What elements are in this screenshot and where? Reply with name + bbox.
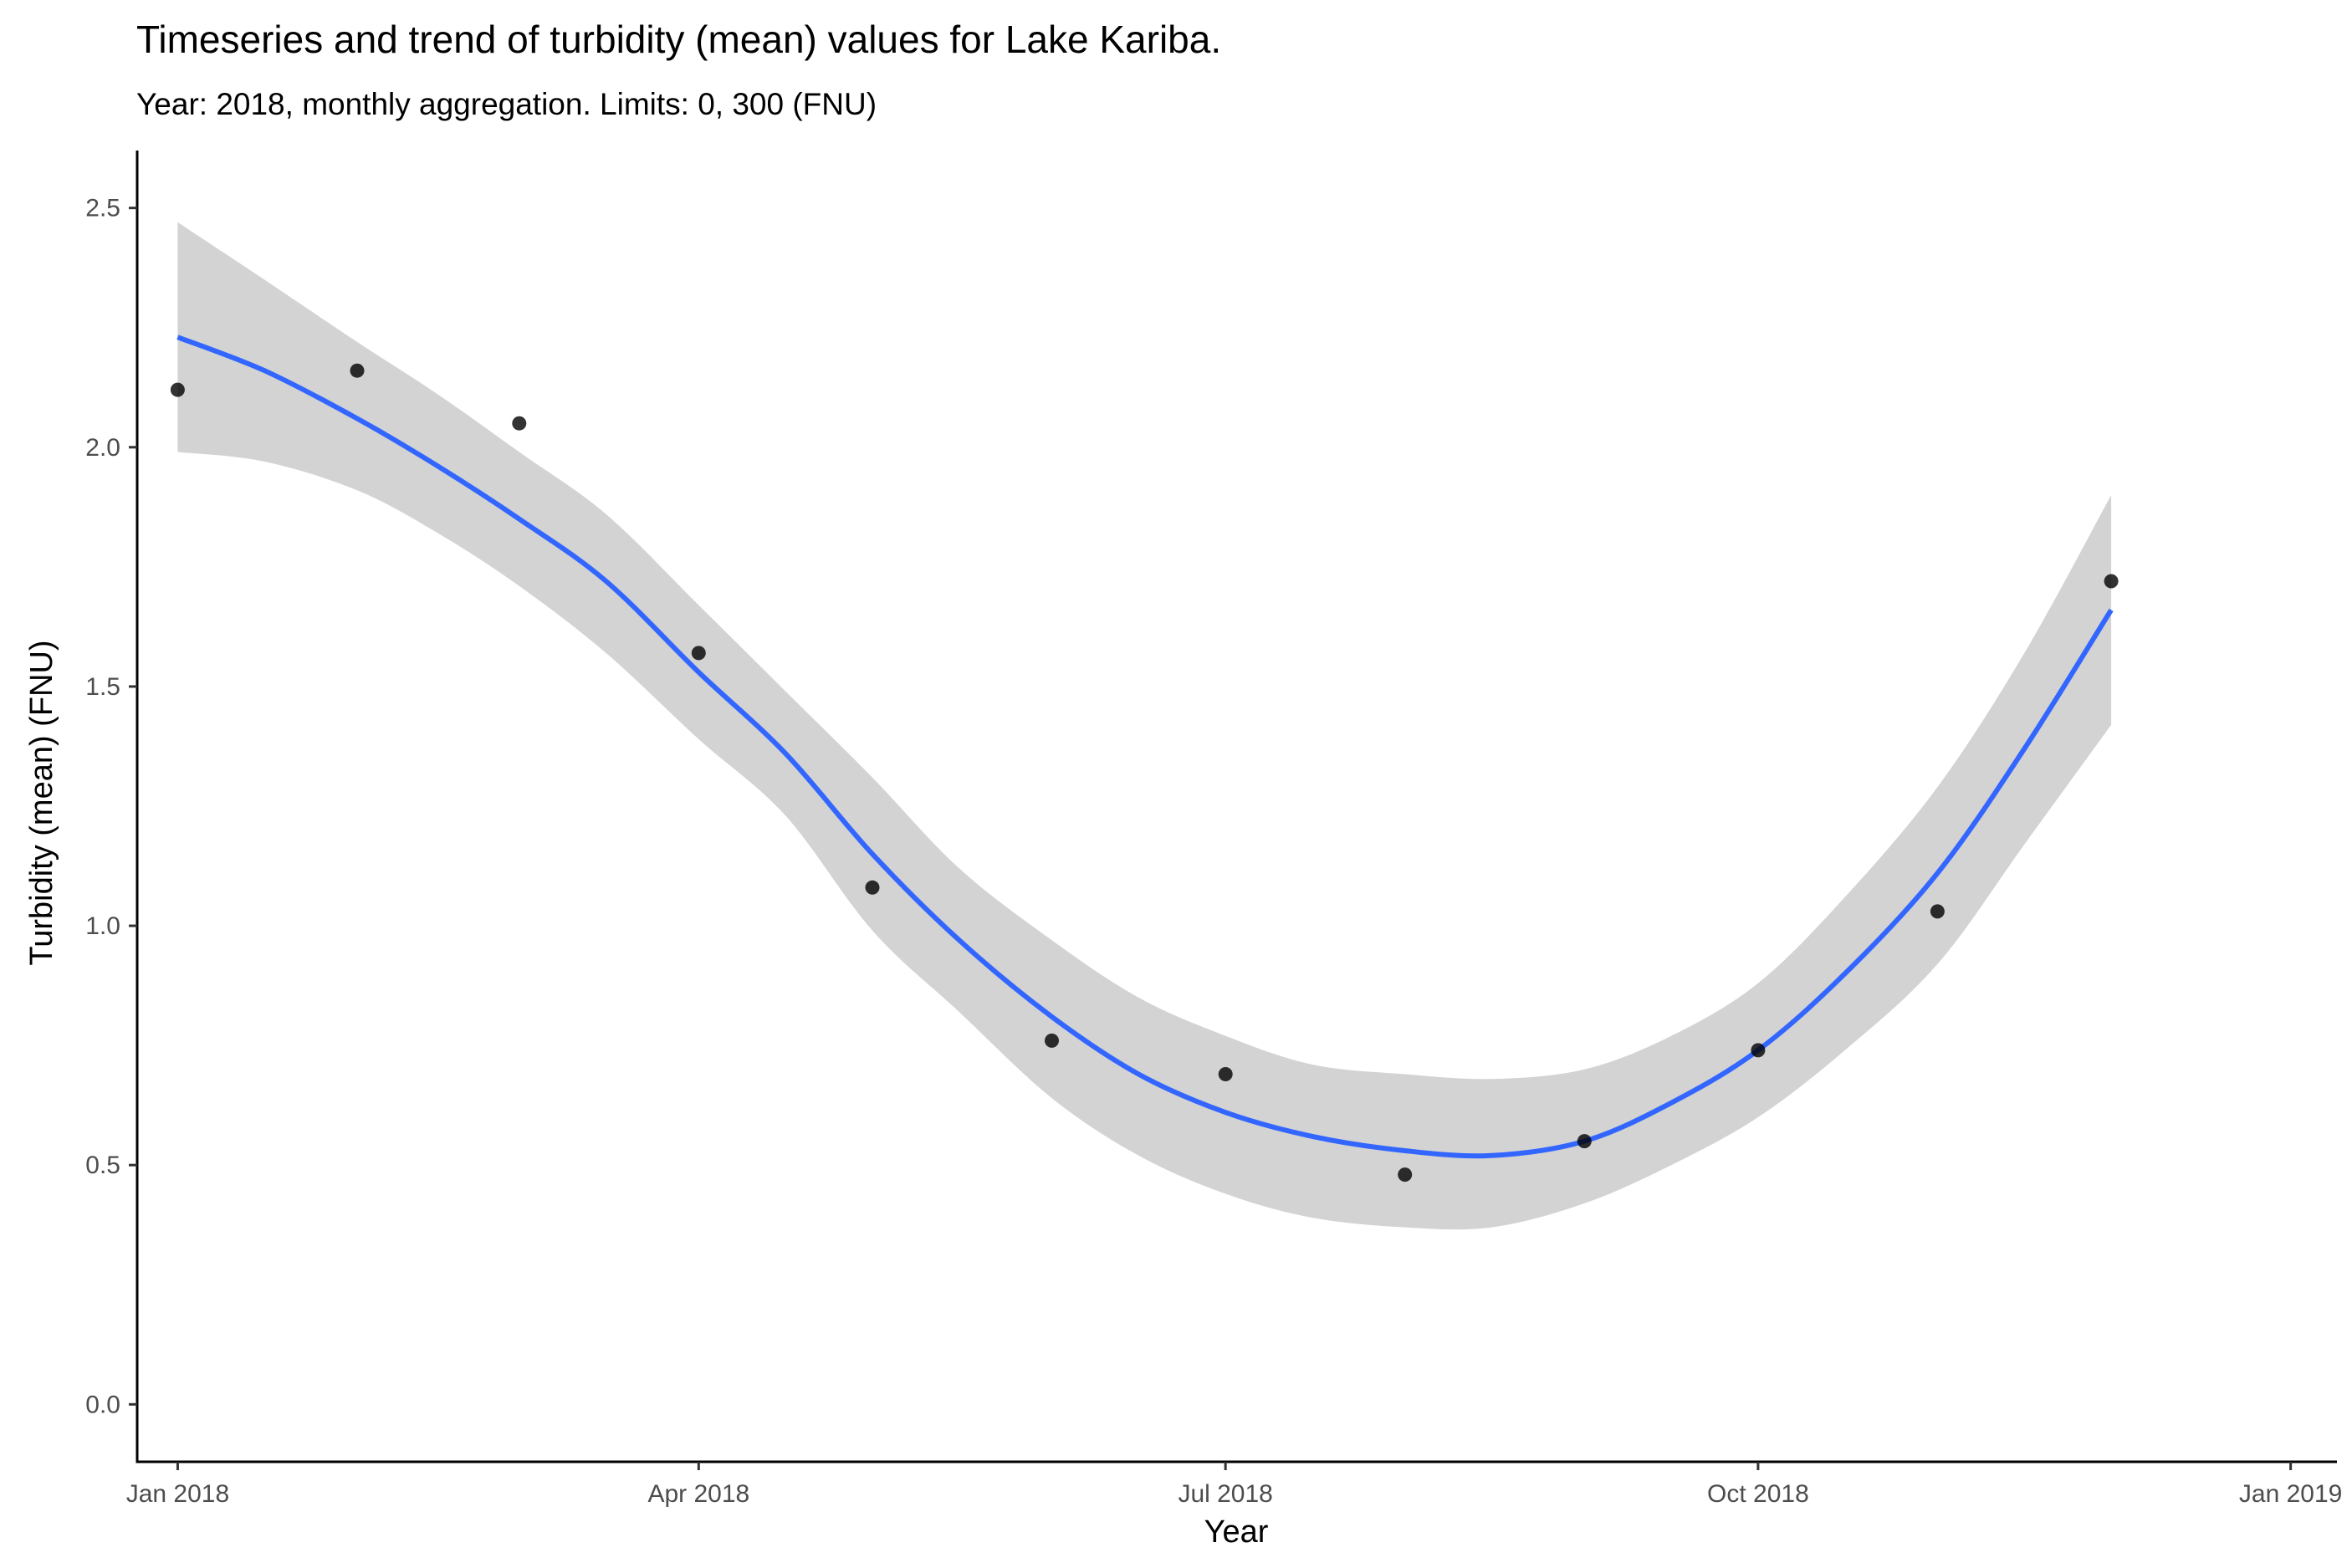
plot-area [170, 222, 2119, 1230]
y-tick-label: 0.0 [85, 1391, 120, 1418]
data-point [691, 646, 706, 661]
chart-title: Timeseries and trend of turbidity (mean)… [136, 18, 1221, 61]
data-points [170, 363, 2119, 1182]
data-point [1045, 1033, 1059, 1048]
x-axis-title: Year [1204, 1514, 1269, 1550]
y-tick-label: 2.5 [85, 195, 120, 222]
y-axis-title: Turbidity (mean) (FNU) [24, 640, 59, 965]
y-tick-label: 1.5 [85, 673, 120, 701]
y-tick-label: 2.0 [85, 434, 120, 462]
data-point [1930, 904, 1945, 919]
data-point [2104, 574, 2119, 589]
x-tick-label: Apr 2018 [647, 1480, 749, 1508]
data-point [1398, 1167, 1413, 1182]
data-point [512, 416, 527, 431]
data-point [1218, 1067, 1233, 1081]
trend-line [176, 335, 2114, 1159]
x-ticks: Jan 2018 Apr 2018 Jul 2018 Oct 2018 Jan 2019 [126, 1462, 2342, 1508]
y-tick-label: 1.0 [85, 912, 120, 940]
data-point [1751, 1043, 1766, 1058]
data-point [170, 382, 185, 397]
x-tick-label: Jan 2019 [2239, 1480, 2342, 1508]
x-axis: Jan 2018 Apr 2018 Jul 2018 Oct 2018 Jan 2019 [126, 1460, 2342, 1508]
data-point [1577, 1134, 1592, 1149]
data-point [865, 880, 880, 895]
y-tick-label: 0.5 [85, 1152, 120, 1179]
x-tick-label: Oct 2018 [1707, 1480, 1809, 1508]
data-point [350, 363, 365, 378]
x-tick-label: Jan 2018 [126, 1480, 229, 1508]
x-tick-label: Jul 2018 [1178, 1480, 1272, 1508]
y-ticks: 0.0 0.5 1.0 1.5 2.0 2.5 [85, 195, 137, 1418]
confidence-band [177, 222, 2112, 1230]
y-axis: 0.0 0.5 1.0 1.5 2.0 2.5 [85, 151, 139, 1463]
chart-subtitle: Year: 2018, monthly aggregation. Limits:… [136, 87, 877, 121]
